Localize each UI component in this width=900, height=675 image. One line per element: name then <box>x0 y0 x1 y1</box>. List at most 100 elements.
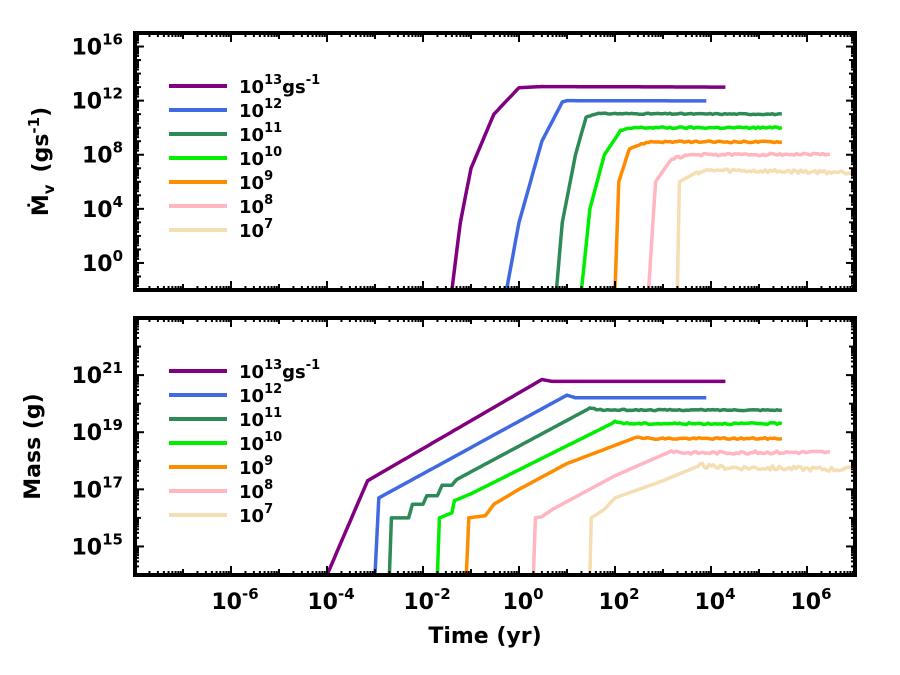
legend-label-base: 10 <box>239 197 264 218</box>
legend-label-base: 10 <box>239 77 264 98</box>
y-tick-label-exponent: 4 <box>113 193 123 211</box>
y-axis-label-unit-base: (gs <box>29 134 54 173</box>
legend-label-exponent: 13 <box>264 73 282 88</box>
y-tick-label-base: 10 <box>72 421 103 446</box>
legend-label-exponent: 9 <box>264 454 273 469</box>
legend-label-base: 10 <box>239 125 264 146</box>
x-tick-label-exponent: -4 <box>338 585 355 603</box>
y-tick-label-base: 10 <box>82 144 113 169</box>
legend-label-7: 107 <box>239 217 273 242</box>
legend-label-5: 109 <box>239 454 273 479</box>
y-axis-label: Mass (g) <box>21 393 46 499</box>
y-tick-label-base: 10 <box>72 478 103 503</box>
x-tick-label-exponent: 4 <box>725 585 735 603</box>
legend-label-unit: gs <box>282 362 306 383</box>
series-line-6 <box>531 449 831 575</box>
legend-label-base: 10 <box>239 149 264 170</box>
series-group <box>325 377 854 575</box>
x-axis-label: Time (yr) <box>428 624 541 649</box>
y-tick-label-base: 10 <box>72 535 103 560</box>
x-tick-label-exponent: 6 <box>821 585 831 603</box>
y-tick-label: 104 <box>82 193 123 223</box>
series-line-7 <box>675 167 854 290</box>
series-line-7 <box>588 461 854 575</box>
series-group <box>450 84 854 290</box>
y-axis-label-symbol: Ṁ <box>28 194 54 216</box>
legend-label-exponent: 10 <box>264 145 282 160</box>
legend-label-exponent: 12 <box>264 97 282 112</box>
x-tick-label: 102 <box>598 585 639 615</box>
legend-label-exponent: 10 <box>264 430 282 445</box>
y-tick-label-exponent: 17 <box>102 473 123 491</box>
y-tick-label-exponent: 8 <box>113 139 123 157</box>
x-tick-label-base: 10 <box>403 590 434 615</box>
x-tick-label-exponent: -2 <box>434 585 451 603</box>
y-axis-label: Ṁv (gs-1) <box>25 107 58 216</box>
y-tick-label-exponent: 0 <box>113 247 123 265</box>
y-tick-label: 100 <box>82 247 123 277</box>
legend-label-base: 10 <box>239 386 264 407</box>
y-tick-label-exponent: 16 <box>102 31 123 49</box>
legend-label-2: 1012 <box>239 97 282 122</box>
legend-label-base: 10 <box>239 410 264 431</box>
x-tick-label: 10-4 <box>307 585 354 615</box>
x-tick-label-exponent: -6 <box>242 585 259 603</box>
x-tick-label-base: 10 <box>694 590 725 615</box>
y-tick-label-base: 10 <box>82 198 113 223</box>
y-tick-label-exponent: 12 <box>102 85 123 103</box>
legend-label-7: 107 <box>239 502 273 527</box>
x-tick-label-exponent: 0 <box>533 585 543 603</box>
y-tick-label-exponent: 15 <box>102 530 123 548</box>
y-tick-label: 1019 <box>72 416 124 446</box>
x-tick-label-base: 10 <box>598 590 629 615</box>
legend-label-exponent: 8 <box>264 478 273 493</box>
legend-label-exponent: 11 <box>264 121 282 136</box>
series-line-1 <box>325 377 726 575</box>
legend-label-unit: gs <box>282 77 306 98</box>
y-tick-label: 1012 <box>72 85 124 115</box>
y-tick-label: 1016 <box>72 31 124 61</box>
x-tick-label-base: 10 <box>307 590 338 615</box>
legend-label-base: 10 <box>239 434 264 455</box>
legend-label-base: 10 <box>239 482 264 503</box>
legend-label-base: 10 <box>239 221 264 242</box>
y-tick-label: 1021 <box>72 359 124 389</box>
y-tick-label-base: 10 <box>72 364 103 389</box>
series-line-1 <box>450 84 726 290</box>
y-tick-label: 1017 <box>72 473 124 503</box>
legend-label-4: 1010 <box>239 430 282 455</box>
legend-label-base: 10 <box>239 173 264 194</box>
y-tick-label-base: 10 <box>82 252 113 277</box>
series-line-4 <box>579 125 783 290</box>
series-line-2 <box>504 98 707 290</box>
x-tick-label: 10-6 <box>211 585 258 615</box>
x-tick-label-base: 10 <box>790 590 821 615</box>
legend-label-unit-exponent: -1 <box>306 73 320 88</box>
y-tick-label-base: 10 <box>72 36 103 61</box>
legend-label-exponent: 9 <box>264 169 273 184</box>
legend-label-3: 1011 <box>239 406 282 431</box>
series-line-5 <box>464 435 783 575</box>
legend-label-3: 1011 <box>239 121 282 146</box>
legend-label-1: 1013gs-1 <box>239 358 320 383</box>
y-axis-label-unit-exponent: -1 <box>25 117 43 134</box>
legend-label-exponent: 7 <box>264 217 273 232</box>
series-line-3 <box>387 406 783 575</box>
legend-label-exponent: 12 <box>264 382 282 397</box>
y-tick-label-exponent: 19 <box>102 416 123 434</box>
legend-label-unit-exponent: -1 <box>306 358 320 373</box>
legend-label-exponent: 7 <box>264 502 273 517</box>
y-tick-label: 108 <box>82 139 123 169</box>
legend-label-5: 109 <box>239 169 273 194</box>
y-tick-label-base: 10 <box>72 90 103 115</box>
legend-label-base: 10 <box>239 101 264 122</box>
series-line-5 <box>613 139 783 290</box>
series-line-2 <box>373 393 707 575</box>
legend-label-2: 1012 <box>239 382 282 407</box>
series-line-3 <box>554 111 783 290</box>
x-tick-label: 104 <box>694 585 735 615</box>
